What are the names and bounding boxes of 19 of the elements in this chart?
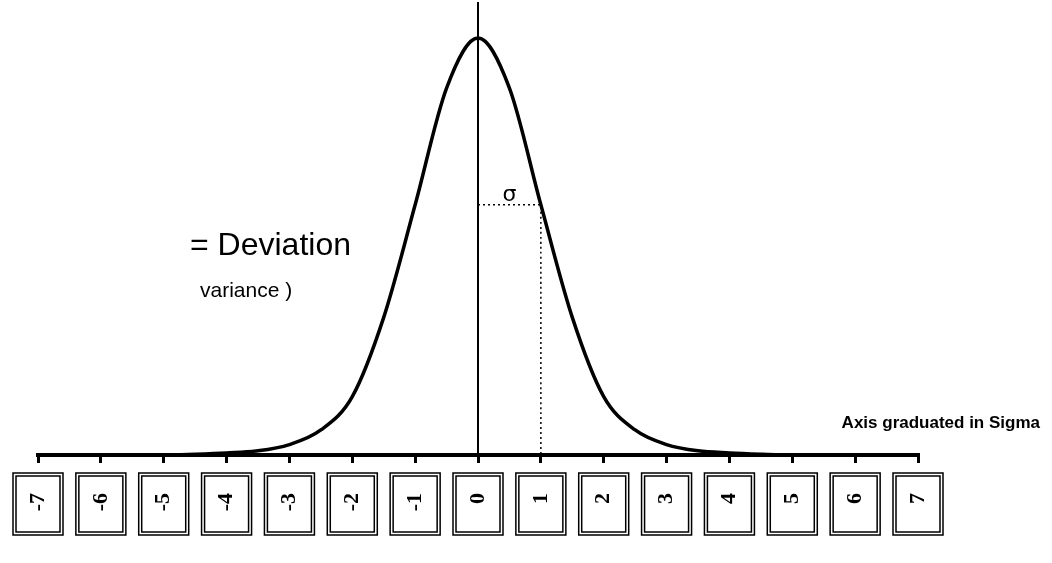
annotation: σ	[502, 180, 517, 206]
x-tick-label: 5	[777, 493, 803, 504]
x-tick-label: -1	[400, 493, 426, 512]
x-tick-label: -3	[275, 493, 301, 512]
x-tick-label: -2	[337, 493, 363, 512]
x-tick-label: 4	[715, 493, 741, 504]
x-tick-label: 0	[463, 493, 489, 504]
x-tick-label: 2	[589, 493, 615, 504]
annotation: variance )	[200, 278, 293, 301]
x-tick-label: 1	[526, 493, 552, 504]
x-tick-label: 3	[652, 493, 678, 504]
annotation: = Deviation	[190, 226, 351, 262]
x-tick-label: -4	[212, 493, 238, 512]
x-tick-label: -7	[23, 493, 49, 512]
x-tick-label: 6	[840, 493, 866, 504]
x-tick-label: -5	[149, 493, 175, 512]
annotation: Axis graduated in Sigma	[841, 413, 1041, 432]
x-tick-label: -6	[86, 493, 112, 512]
x-tick-label: 7	[903, 493, 929, 504]
